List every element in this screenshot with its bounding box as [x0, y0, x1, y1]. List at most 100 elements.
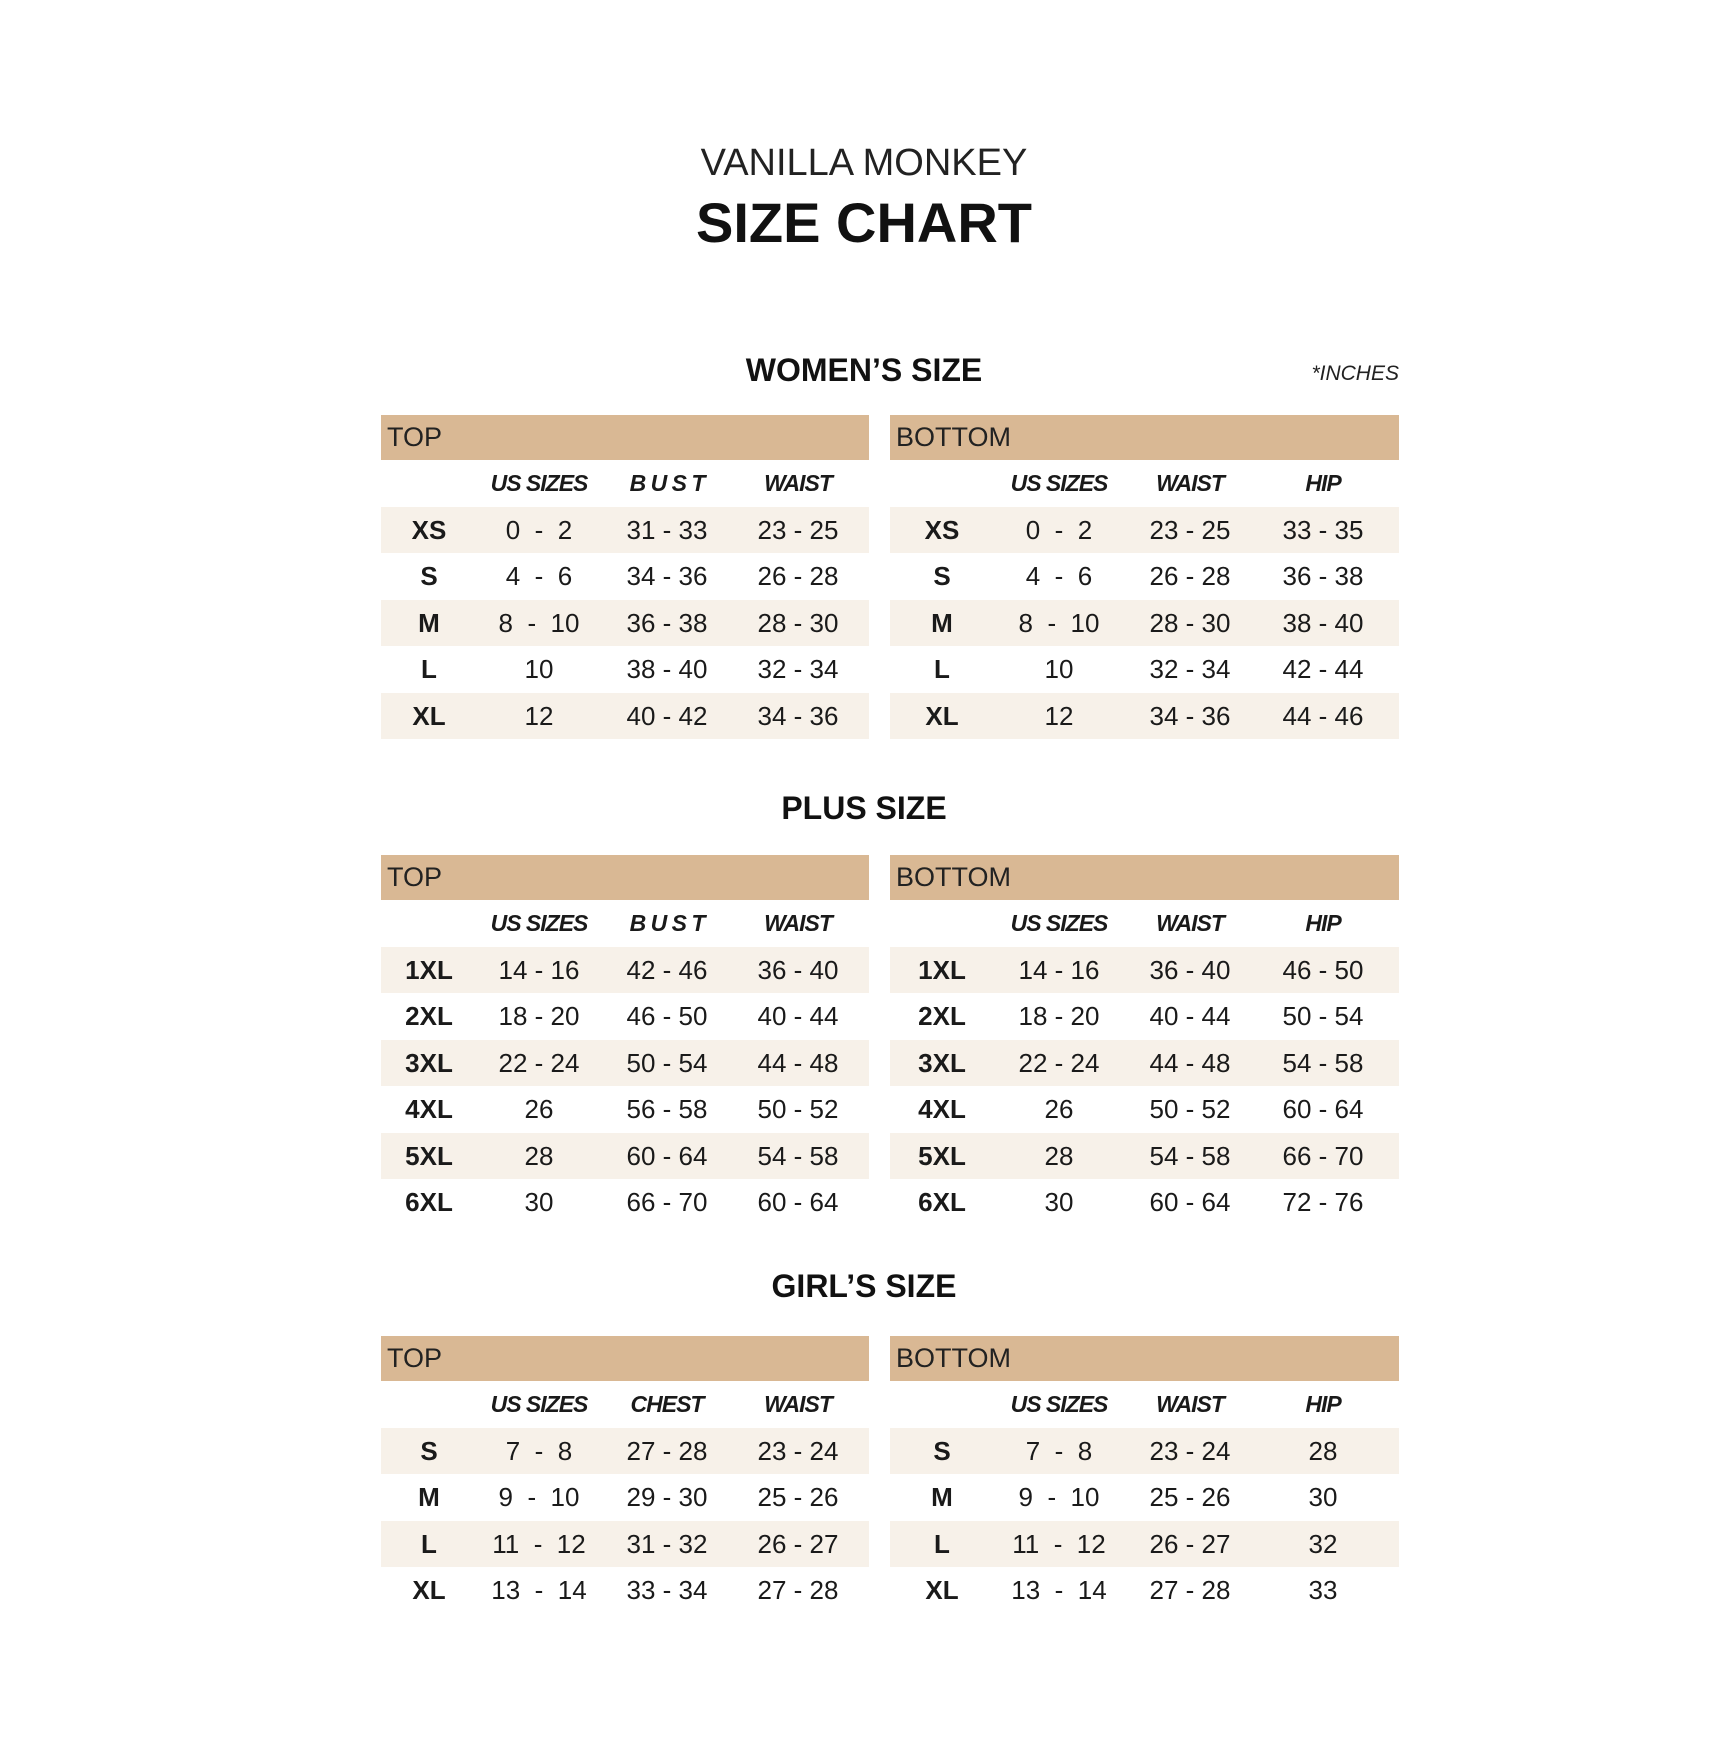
measurement-cell: 33 - 35: [1282, 514, 1364, 545]
size-label: XS: [924, 514, 960, 545]
measurement-cell: 25 - 26: [1149, 1482, 1231, 1512]
measurement-cell: 28 - 30: [757, 607, 839, 638]
table-row: XS 0 - 2 23 - 25 33 - 35: [890, 506, 1399, 553]
size-label: L: [421, 1528, 437, 1559]
size-label: L: [934, 1528, 950, 1559]
measurement-cell: 27 - 28: [1149, 1575, 1231, 1605]
measurement-cell: 32 - 34: [1149, 654, 1231, 684]
size-label: 6XL: [405, 1187, 453, 1217]
measurement-cell: 11 - 12: [1012, 1528, 1106, 1559]
measurement-cell: 10: [524, 654, 554, 684]
measurement-cell: 34 - 36: [626, 561, 708, 591]
column-header-row: US SIZES B U S T WAIST: [381, 460, 869, 507]
measurement-cell: 14 - 16: [1018, 954, 1100, 985]
measurement-cell: 9 - 10: [1018, 1482, 1100, 1512]
measurement-cell: 28 - 30: [1149, 607, 1231, 638]
plus-bottom-table: BOTTOM US SIZES WAIST HIP 1XL 14 - 16 36 - 40 4…: [890, 855, 1399, 1226]
measurement-cell: 26 - 28: [757, 561, 839, 591]
column-header: US SIZES: [490, 1391, 589, 1417]
measurement-cell: 42 - 44: [1282, 654, 1364, 684]
size-label: M: [931, 607, 953, 638]
measurement-cell: 7 - 8: [505, 1435, 573, 1466]
measurement-cell: 54 - 58: [757, 1140, 839, 1171]
measurement-cell: 28: [1044, 1140, 1074, 1171]
table-row: 2XL 18 - 20 46 - 50 40 - 44: [381, 993, 869, 1040]
table-row: 4XL 26 56 - 58 50 - 52: [381, 1086, 869, 1133]
column-header: US SIZES: [1010, 910, 1109, 936]
measurement-cell: 26 - 27: [1149, 1528, 1231, 1559]
table-row: XL 13 - 14 27 - 28 33: [890, 1567, 1399, 1614]
size-label: 5XL: [918, 1140, 966, 1171]
table-row: 1XL 14 - 16 42 - 46 36 - 40: [381, 946, 869, 993]
measurement-cell: 31 - 32: [626, 1528, 708, 1559]
table-row: S 7 - 8 23 - 24 28: [890, 1427, 1399, 1474]
measurement-cell: 12: [1044, 700, 1074, 731]
size-label: 4XL: [405, 1094, 453, 1124]
measurement-cell: 9 - 10: [498, 1482, 580, 1512]
measurement-cell: 32 - 34: [757, 654, 839, 684]
measurement-cell: 46 - 50: [626, 1001, 708, 1031]
table-row: XL 12 40 - 42 34 - 36: [381, 692, 869, 739]
column-header: WAIST: [1156, 470, 1225, 496]
measurement-cell: 50 - 52: [757, 1094, 839, 1124]
column-header-row: US SIZES B U S T WAIST: [381, 900, 869, 947]
size-label: XL: [925, 700, 959, 731]
measurement-cell: 50 - 54: [1282, 1001, 1364, 1031]
size-label: M: [418, 1482, 440, 1512]
measurement-cell: 10: [1044, 654, 1074, 684]
column-header: WAIST: [764, 910, 833, 936]
measurement-cell: 29 - 30: [626, 1482, 708, 1512]
measurement-cell: 14 - 16: [498, 954, 580, 985]
measurement-cell: 54 - 58: [1149, 1140, 1231, 1171]
girls-bottom-table: BOTTOM US SIZES WAIST HIP S 7 - 8 23 - 24 28 M 9 …: [890, 1336, 1399, 1614]
size-label: XL: [925, 1575, 959, 1605]
measurement-cell: 22 - 24: [498, 1047, 580, 1078]
measurement-cell: 72 - 76: [1282, 1187, 1364, 1217]
measurement-cell: 56 - 58: [626, 1094, 708, 1124]
measurement-cell: 0 - 2: [1025, 514, 1093, 545]
measurement-cell: 42 - 46: [626, 954, 708, 985]
column-header-row: US SIZES WAIST HIP: [890, 460, 1399, 507]
size-label: XL: [412, 700, 446, 731]
table-row: 5XL 28 54 - 58 66 - 70: [890, 1132, 1399, 1179]
measurement-cell: 36 - 38: [626, 607, 708, 638]
measurement-cell: 18 - 20: [498, 1001, 580, 1031]
measurement-cell: 60 - 64: [626, 1140, 708, 1171]
column-header: WAIST: [764, 470, 833, 496]
measurement-cell: 34 - 36: [757, 700, 839, 731]
size-label: 5XL: [405, 1140, 453, 1171]
column-header-row: US SIZES WAIST HIP: [890, 1381, 1399, 1428]
measurement-cell: 30: [1308, 1482, 1338, 1512]
column-header: WAIST: [1156, 1391, 1225, 1417]
column-header: CHEST: [630, 1391, 705, 1417]
column-header: US SIZES: [1010, 1391, 1109, 1417]
size-label: M: [418, 607, 440, 638]
top-header-bar: TOP: [381, 415, 869, 460]
size-label: L: [421, 654, 437, 684]
measurement-cell: 8 - 10: [1018, 607, 1100, 638]
column-header: HIP: [1305, 470, 1341, 496]
table-row: 1XL 14 - 16 36 - 40 46 - 50: [890, 946, 1399, 993]
measurement-cell: 27 - 28: [626, 1435, 708, 1466]
measurement-cell: 50 - 54: [626, 1047, 708, 1078]
table-row: 4XL 26 50 - 52 60 - 64: [890, 1086, 1399, 1133]
size-label: 4XL: [918, 1094, 966, 1124]
measurement-cell: 40 - 44: [1149, 1001, 1231, 1031]
table-row: M 9 - 10 25 - 26 30: [890, 1474, 1399, 1521]
column-header-row: US SIZES WAIST HIP: [890, 900, 1399, 947]
measurement-cell: 28: [524, 1140, 554, 1171]
measurement-cell: 26 - 27: [757, 1528, 839, 1559]
measurement-cell: 8 - 10: [498, 607, 580, 638]
measurement-cell: 23 - 25: [757, 514, 839, 545]
size-label: 1XL: [405, 954, 453, 985]
measurement-cell: 44 - 48: [757, 1047, 839, 1078]
size-label: S: [420, 1435, 438, 1466]
measurement-cell: 30: [1044, 1187, 1074, 1217]
women-section-title: WOMEN’S SIZE: [745, 352, 983, 388]
measurement-cell: 13 - 14: [1011, 1575, 1107, 1605]
table-row: 5XL 28 60 - 64 54 - 58: [381, 1132, 869, 1179]
measurement-cell: 50 - 52: [1149, 1094, 1231, 1124]
measurement-cell: 32: [1308, 1528, 1338, 1559]
measurement-cell: 36 - 40: [757, 954, 839, 985]
measurement-cell: 66 - 70: [1282, 1140, 1364, 1171]
